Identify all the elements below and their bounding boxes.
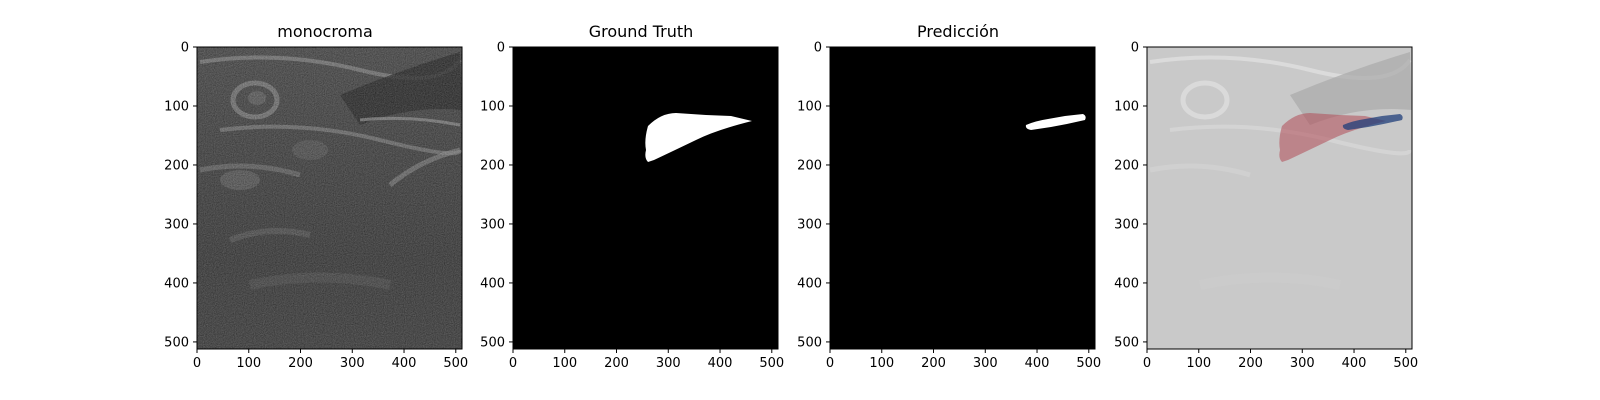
image-axes: 0 100 200 300 400 500 0 100 200 300 400 500 <box>1114 41 1418 372</box>
x-tick-label: 100 <box>236 356 261 371</box>
x-tick-label: 200 <box>288 356 313 371</box>
y-tick-label: 500 <box>164 335 189 350</box>
x-tick-label: 200 <box>921 356 946 371</box>
y-tick-label: 200 <box>480 158 505 173</box>
panel-overlay: 0 100 200 300 400 500 0 100 200 300 400 500 <box>1110 0 1440 400</box>
x-tick-label: 100 <box>1186 356 1211 371</box>
x-tick-label: 400 <box>708 356 733 371</box>
x-tick-label: 300 <box>656 356 681 371</box>
x-tick-label: 0 <box>826 356 834 371</box>
panel-prediction: Predicción 0 100 200 300 400 500 0 100 200 300 40… <box>793 0 1123 400</box>
y-tick-label: 200 <box>797 158 822 173</box>
y-axis: 0 100 200 300 400 500 <box>164 41 197 350</box>
ground-truth-mask <box>645 113 752 162</box>
y-axis: 0 100 200 300 400 500 <box>480 41 513 350</box>
x-axis: 0 100 200 300 400 500 <box>826 349 1101 371</box>
x-tick-label: 100 <box>552 356 577 371</box>
y-tick-label: 0 <box>1131 41 1139 56</box>
panel-ground-truth: Ground Truth 0 100 200 300 400 500 0 100 200 300… <box>476 0 806 400</box>
overlay-prediction <box>1342 114 1403 130</box>
y-tick-label: 100 <box>164 99 189 114</box>
y-axis: 0 100 200 300 400 500 <box>797 41 830 350</box>
x-tick-label: 500 <box>443 356 468 371</box>
y-tick-label: 500 <box>797 335 822 350</box>
ultrasound-image <box>197 47 462 349</box>
panel-title: Predicción <box>916 22 999 41</box>
overlay-image <box>1147 47 1412 349</box>
y-tick-label: 100 <box>797 99 822 114</box>
x-tick-label: 400 <box>392 356 417 371</box>
mask-background <box>830 47 1095 349</box>
y-tick-label: 300 <box>1114 217 1139 232</box>
x-tick-label: 300 <box>973 356 998 371</box>
image-axes: 0 100 200 300 400 500 0 100 200 300 400 500 <box>164 41 468 372</box>
panel-title: monocroma <box>277 22 373 41</box>
y-tick-label: 400 <box>1114 276 1139 291</box>
y-tick-label: 400 <box>480 276 505 291</box>
y-tick-label: 200 <box>164 158 189 173</box>
x-tick-label: 500 <box>759 356 784 371</box>
y-tick-label: 200 <box>1114 158 1139 173</box>
y-tick-label: 300 <box>164 217 189 232</box>
x-tick-label: 200 <box>1238 356 1263 371</box>
y-axis: 0 100 200 300 400 500 <box>1114 41 1147 350</box>
mask-background <box>513 47 778 349</box>
x-axis: 0 100 200 300 400 500 <box>1143 349 1418 371</box>
y-tick-label: 100 <box>480 99 505 114</box>
x-tick-label: 0 <box>1143 356 1151 371</box>
y-tick-label: 300 <box>797 217 822 232</box>
panel-monocroma: monocroma <box>160 0 490 400</box>
x-tick-label: 500 <box>1393 356 1418 371</box>
x-tick-label: 100 <box>869 356 894 371</box>
x-tick-label: 0 <box>193 356 201 371</box>
x-axis: 0 100 200 300 400 500 <box>509 349 784 371</box>
x-tick-label: 400 <box>1342 356 1367 371</box>
y-tick-label: 0 <box>497 41 505 56</box>
x-axis: 0 100 200 300 400 500 <box>193 349 468 371</box>
image-axes: 0 100 200 300 400 500 0 100 200 300 400 500 <box>797 41 1101 372</box>
y-tick-label: 100 <box>1114 99 1139 114</box>
x-tick-label: 500 <box>1076 356 1101 371</box>
y-tick-label: 400 <box>164 276 189 291</box>
y-tick-label: 500 <box>480 335 505 350</box>
y-tick-label: 400 <box>797 276 822 291</box>
y-tick-label: 0 <box>814 41 822 56</box>
y-tick-label: 300 <box>480 217 505 232</box>
x-tick-label: 300 <box>1290 356 1315 371</box>
x-tick-label: 400 <box>1025 356 1050 371</box>
panel-title: Ground Truth <box>588 22 694 41</box>
x-tick-label: 300 <box>340 356 365 371</box>
prediction-mask <box>1025 114 1086 130</box>
y-tick-label: 500 <box>1114 335 1139 350</box>
x-tick-label: 200 <box>604 356 629 371</box>
y-tick-label: 0 <box>181 41 189 56</box>
x-tick-label: 0 <box>509 356 517 371</box>
image-axes: 0 100 200 300 400 500 0 100 200 300 400 500 <box>480 41 784 372</box>
